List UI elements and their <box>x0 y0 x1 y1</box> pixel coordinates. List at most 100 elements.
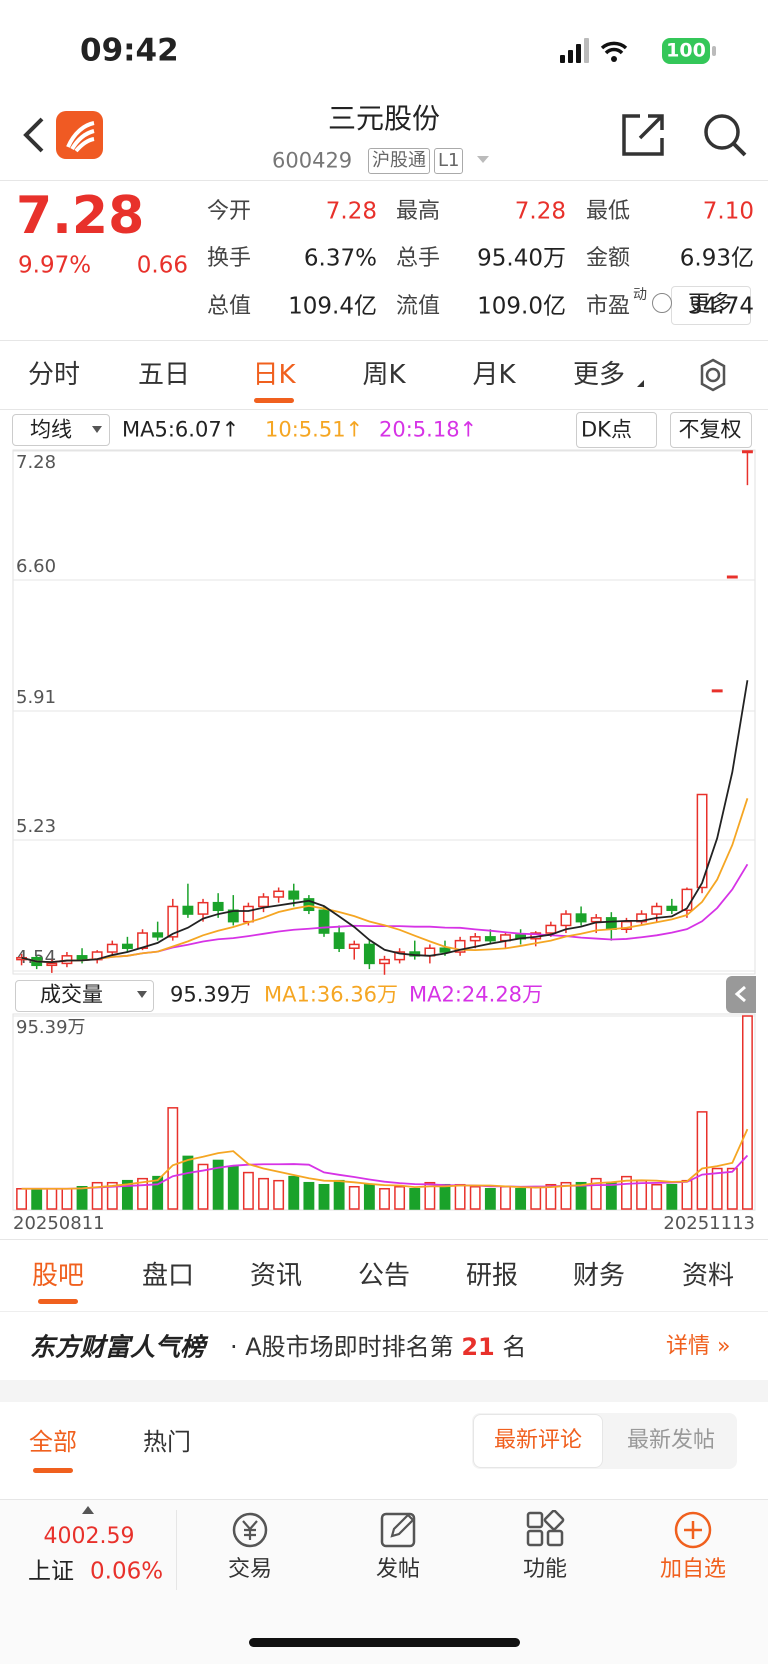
settings-button[interactable] <box>696 358 730 392</box>
volume-bar <box>137 1177 148 1210</box>
dropdown[interactable] <box>476 155 490 165</box>
volume-bar <box>484 1188 496 1210</box>
candle-body <box>545 924 557 934</box>
volume-bar <box>46 1188 58 1210</box>
y-tick-label: 6.60 <box>16 556 56 577</box>
adjust-label: 不复权 <box>678 417 742 442</box>
filter-tab[interactable]: 热门 <box>143 1428 191 1456</box>
y-tick-label: 5.23 <box>16 816 56 837</box>
dk-label: DK点 <box>581 417 632 442</box>
index-value[interactable]: 4002.59 <box>43 1524 135 1549</box>
post-icon <box>380 1512 416 1548</box>
candle-body <box>258 896 269 908</box>
field-value: 7.28 <box>325 198 377 225</box>
volume-bar <box>227 1165 239 1210</box>
nav-item[interactable]: 加自选 <box>659 1557 727 1582</box>
volume-ma1-line <box>21 1128 749 1190</box>
banner-link[interactable]: 详情 » <box>666 1334 731 1359</box>
candle-body <box>182 905 194 915</box>
candle-body <box>46 962 58 967</box>
period-tab[interactable]: 周K <box>362 360 406 390</box>
volume-bar <box>424 1181 436 1210</box>
field-label: 市盈 <box>586 294 631 319</box>
field-value: 109.0亿 <box>477 293 566 320</box>
battery-cap <box>712 46 716 56</box>
index-pct: 0.06% <box>90 1558 164 1585</box>
volume-bar <box>273 1179 285 1210</box>
candle-body <box>469 936 481 942</box>
field-label: 换手 <box>207 246 252 271</box>
nav-item[interactable]: 交易 <box>227 1557 273 1582</box>
nav-item[interactable]: 功能 <box>522 1557 568 1582</box>
volume-select-label: 成交量 <box>40 982 103 1007</box>
volume-bar <box>31 1188 43 1210</box>
volume-bar <box>515 1188 527 1210</box>
change: 0.66 <box>136 252 188 279</box>
volume-bar <box>152 1175 164 1210</box>
candle-body <box>61 955 73 965</box>
kline-chart: 7.286.605.915.234.5495.39万 <box>12 449 756 1211</box>
volume-bar <box>16 1188 27 1210</box>
volume-bar <box>106 1181 118 1210</box>
candle-body <box>167 905 179 938</box>
section-tab[interactable]: 资料 <box>681 1261 735 1291</box>
candle-body <box>575 913 587 923</box>
section-tab[interactable]: 公告 <box>357 1261 411 1291</box>
period-tab[interactable]: 分时 <box>27 360 81 390</box>
candle-body <box>726 575 738 579</box>
candle-body <box>333 932 345 949</box>
period-tab[interactable]: 日K <box>252 360 296 390</box>
period-tab[interactable]: 五日 <box>137 360 191 390</box>
banner-brand: 东方财富人气榜 <box>30 1332 206 1362</box>
search-button[interactable] <box>702 112 748 158</box>
nav-item[interactable]: 发帖 <box>375 1557 421 1582</box>
price-frame <box>12 449 756 975</box>
divider <box>0 409 768 410</box>
adjust-button[interactable] <box>670 412 752 448</box>
tag: 沪股通 <box>368 148 430 174</box>
share-button[interactable] <box>620 112 666 158</box>
filter-tab[interactable]: 全部 <box>29 1428 77 1456</box>
period-tab[interactable]: 月K <box>472 360 516 390</box>
footer <box>0 1499 768 1664</box>
section-tab[interactable]: 研报 <box>465 1261 519 1291</box>
candle-body <box>379 958 390 965</box>
candle-body <box>242 905 254 923</box>
more-arrow <box>637 380 644 387</box>
app-logo <box>56 111 103 159</box>
pct-change: 9.97% <box>18 252 92 279</box>
section-tab[interactable]: 股吧 <box>31 1261 85 1291</box>
divider <box>176 1510 177 1590</box>
candle-body <box>742 450 753 454</box>
field-label: 流值 <box>396 294 441 319</box>
section-tab[interactable]: 资讯 <box>249 1261 303 1291</box>
section-tab[interactable]: 财务 <box>572 1261 626 1291</box>
period-tab[interactable]: 更多 <box>572 360 626 390</box>
banner-link-text: 详情 <box>666 1334 711 1359</box>
field-label: 总值 <box>207 294 252 319</box>
volume-bar <box>303 1181 315 1210</box>
gap-band <box>0 1380 768 1402</box>
side-toggle[interactable] <box>726 976 756 1013</box>
banner-text-main: · A股市场即时排名第 <box>230 1333 454 1361</box>
field-value: 6.37% <box>303 245 377 272</box>
volume-select[interactable] <box>15 980 154 1012</box>
volume-bar <box>242 1171 254 1210</box>
more-button[interactable] <box>671 286 751 325</box>
sort-active[interactable] <box>473 1414 603 1468</box>
candle-body <box>197 901 209 915</box>
volume-bar <box>575 1181 587 1210</box>
sort-latest-post[interactable]: 最新发帖 <box>626 1428 716 1453</box>
ma-select[interactable] <box>12 414 110 446</box>
candle-body <box>439 947 451 953</box>
back-button[interactable] <box>18 115 48 155</box>
ma10-line <box>21 798 749 964</box>
candle-body <box>666 905 678 912</box>
volume-bar <box>212 1159 224 1210</box>
dk-button[interactable] <box>576 412 657 448</box>
stock-code: 600429 <box>272 148 353 173</box>
divider <box>0 180 768 181</box>
section-tab[interactable]: 盘口 <box>141 1261 195 1291</box>
sort-latest-comment[interactable]: 最新评论 <box>493 1428 583 1453</box>
divider <box>0 340 768 341</box>
